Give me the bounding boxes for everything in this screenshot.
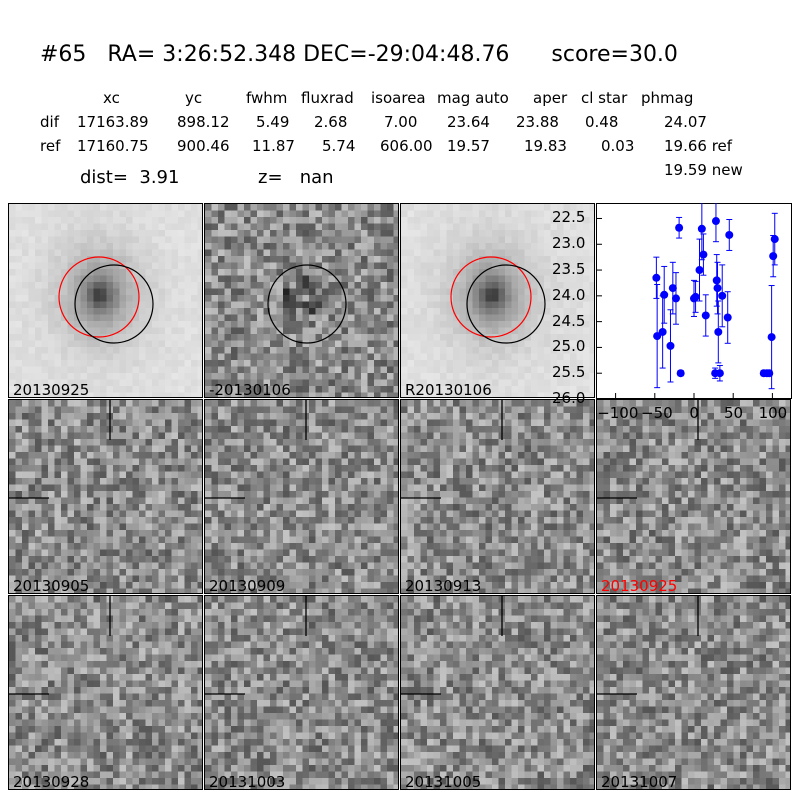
- data-point-17: [712, 276, 721, 285]
- red-aperture-circle: [58, 256, 140, 338]
- light-curve-plot: [596, 203, 792, 399]
- data-point-0: [652, 273, 661, 282]
- ref-fwhm: 11.87: [252, 137, 295, 155]
- y-tick-label-7: 26.0: [552, 389, 586, 407]
- black-aperture-circle: [74, 264, 154, 344]
- ref-isoarea: 606.00: [380, 137, 433, 155]
- panel-date-label: 20130905: [13, 577, 90, 594]
- y-tick-label-4: 24.5: [552, 311, 586, 330]
- col-header-yc: yc: [185, 89, 203, 107]
- ref-aper: 19.83: [524, 137, 567, 155]
- data-point-7: [675, 223, 684, 232]
- data-point-6: [671, 294, 680, 303]
- data-point-21: [718, 291, 727, 300]
- cutout-panel-1: -20130106: [204, 203, 399, 398]
- panel-date-label: -20130106: [209, 381, 291, 398]
- ref-mag-auto: 19.57: [447, 137, 490, 155]
- x-tick-label-3: 50: [724, 404, 744, 422]
- ref-cl-star: 0.03: [601, 137, 635, 155]
- cutout-panel-0: 20130925: [8, 203, 203, 398]
- cutout-panel-4: 20130909: [204, 399, 399, 594]
- data-point-4: [666, 341, 675, 350]
- data-point-10: [691, 292, 700, 301]
- col-header-phmag: phmag: [641, 89, 694, 107]
- panel-date-label: 20131005: [405, 773, 482, 790]
- data-point-1: [653, 332, 662, 341]
- dif-phmag: 24.07: [664, 113, 707, 131]
- data-point-3: [660, 290, 669, 299]
- ref-yc: 900.46: [177, 137, 230, 155]
- data-point-29: [770, 235, 779, 244]
- cutout-panel-6: 20130925: [596, 399, 791, 594]
- dif-aper: 23.88: [516, 113, 559, 131]
- dif-mag-auto: 23.64: [447, 113, 490, 131]
- dif-xc: 17163.89: [77, 113, 149, 131]
- dif-fluxrad: 2.68: [314, 113, 348, 131]
- cutout-panel-9: 20131005: [400, 595, 595, 790]
- row-label-dif: dif: [40, 113, 59, 131]
- dif-yc: 898.12: [177, 113, 230, 131]
- cutout-panel-3: 20130905: [8, 399, 203, 594]
- x-tick-label-2: 0: [689, 404, 699, 422]
- y-tick-label-6: 25.5: [552, 363, 586, 382]
- x-tick-label-0: −100: [597, 404, 639, 422]
- y-tick-label-1: 23.0: [552, 234, 586, 253]
- col-header-mag-auto: mag auto: [437, 89, 509, 107]
- cutout-panel-7: 20130928: [8, 595, 203, 790]
- dif-isoarea: 7.00: [384, 113, 418, 131]
- col-header-aper: aper: [533, 89, 568, 107]
- z-value: z= nan: [258, 167, 334, 188]
- panel-date-label: R20130106: [405, 381, 492, 398]
- data-point-28: [769, 252, 778, 261]
- col-header-isoarea: isoarea: [371, 89, 426, 107]
- data-point-16: [711, 217, 720, 226]
- panel-date-label: 20130928: [13, 773, 90, 790]
- black-aperture-circle: [466, 264, 546, 344]
- data-point-13: [699, 250, 708, 259]
- y-tick-label-2: 23.5: [552, 260, 586, 279]
- row-label-ref: ref: [40, 137, 61, 155]
- panel-date-label: 20130909: [209, 577, 286, 594]
- data-point-18: [713, 284, 722, 293]
- data-point-22: [723, 313, 732, 322]
- page-title: #65 RA= 3:26:52.348 DEC=-29:04:48.76 sco…: [40, 42, 678, 67]
- dif-fwhm: 5.49: [256, 113, 290, 131]
- y-tick-label-3: 24.0: [552, 285, 586, 304]
- panel-date-label: 20130913: [405, 577, 482, 594]
- x-tick-label-4: 100: [758, 404, 788, 422]
- data-point-23: [725, 230, 734, 239]
- y-tick-label-0: 22.5: [552, 208, 586, 227]
- data-point-11: [695, 266, 704, 275]
- panel-date-label: 20131007: [601, 773, 678, 790]
- data-point-2: [658, 327, 667, 336]
- data-point-5: [668, 284, 677, 293]
- data-point-8: [676, 369, 685, 378]
- data-point-20: [715, 369, 724, 378]
- col-header-xc: xc: [103, 89, 120, 107]
- cutout-panel-8: 20131003: [204, 595, 399, 790]
- panel-date-label: 20130925: [601, 577, 678, 594]
- col-header-cl-star: cl star: [581, 89, 628, 107]
- data-point-14: [701, 311, 710, 320]
- panel-date-label: 20131003: [209, 773, 286, 790]
- x-tick-label-1: −50: [641, 404, 673, 422]
- ref-xc: 17160.75: [77, 137, 149, 155]
- dist-value: dist= 3.91: [80, 167, 180, 188]
- col-header-fluxrad: fluxrad: [301, 89, 354, 107]
- ref-phmag: 19.66 ref: [664, 137, 733, 155]
- data-point-27: [767, 333, 776, 342]
- cutout-panel-2: R20130106: [400, 203, 595, 398]
- cutout-panel-10: 20131007: [596, 595, 791, 790]
- data-point-12: [697, 224, 706, 233]
- ref-fluxrad: 5.74: [322, 137, 356, 155]
- dif-cl-star: 0.48: [585, 113, 619, 131]
- black-aperture-circle: [267, 264, 347, 344]
- col-header-fwhm: fwhm: [246, 89, 288, 107]
- phmag-new: 19.59 new: [664, 161, 743, 179]
- cutout-panel-5: 20130913: [400, 399, 595, 594]
- data-point-19: [714, 327, 723, 336]
- red-aperture-circle: [450, 256, 532, 338]
- panel-date-label: 20130925: [13, 381, 90, 398]
- y-tick-label-5: 25.0: [552, 337, 586, 356]
